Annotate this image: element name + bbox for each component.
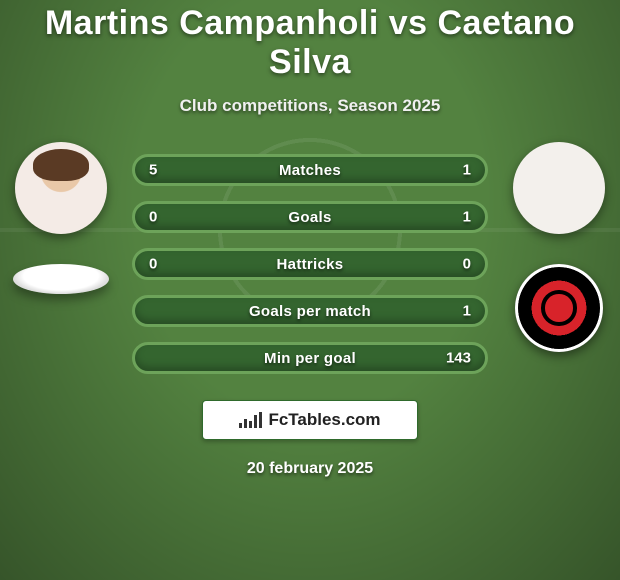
stat-left-value: 0 xyxy=(149,256,157,273)
page-subtitle: Club competitions, Season 2025 xyxy=(0,96,620,116)
stat-right-value: 1 xyxy=(463,209,471,226)
stat-row: Goals per match 1 xyxy=(132,295,488,327)
stat-label: Goals xyxy=(288,209,331,226)
stat-label: Goals per match xyxy=(249,303,371,320)
stat-left-value: 0 xyxy=(149,209,157,226)
brand-badge: FcTables.com xyxy=(202,400,418,440)
right-player-avatar xyxy=(513,142,605,234)
footer-date: 20 february 2025 xyxy=(0,460,620,478)
stat-right-value: 1 xyxy=(463,303,471,320)
stat-right-value: 0 xyxy=(463,256,471,273)
stat-row: 0 Goals 1 xyxy=(132,201,488,233)
brand-text: FcTables.com xyxy=(268,410,380,430)
stat-right-value: 143 xyxy=(446,350,471,367)
stat-label: Matches xyxy=(279,162,341,179)
stat-row: 5 Matches 1 xyxy=(132,154,488,186)
right-club-crest xyxy=(515,264,603,352)
left-player-avatar xyxy=(15,142,107,234)
stat-left-value: 5 xyxy=(149,162,157,179)
left-base-disc xyxy=(13,264,109,294)
stat-right-value: 1 xyxy=(463,162,471,179)
page-title: Martins Campanholi vs Caetano Silva xyxy=(0,4,620,82)
brand-chart-icon xyxy=(239,412,262,428)
left-player-column xyxy=(6,142,116,294)
stat-row: 0 Hattricks 0 xyxy=(132,248,488,280)
right-player-column xyxy=(504,142,614,352)
stat-label: Min per goal xyxy=(264,350,356,367)
stat-row: Min per goal 143 xyxy=(132,342,488,374)
stat-bars: 5 Matches 1 0 Goals 1 0 Hattricks 0 Goals per mat… xyxy=(132,154,488,374)
comparison-stage: 5 Matches 1 0 Goals 1 0 Hattricks 0 Goals per mat… xyxy=(0,154,620,478)
stat-label: Hattricks xyxy=(277,256,344,273)
